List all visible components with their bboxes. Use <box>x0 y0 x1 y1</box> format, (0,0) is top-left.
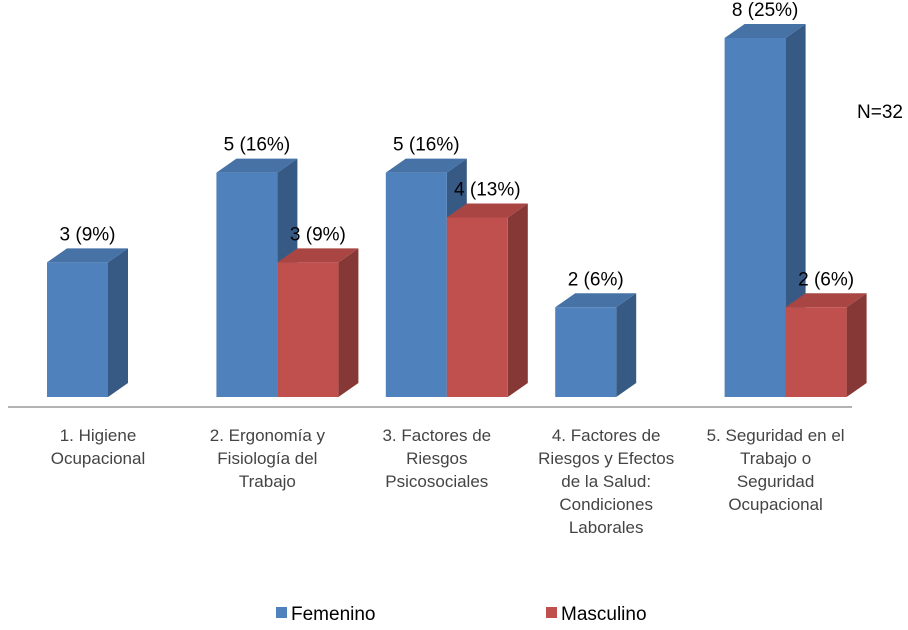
bar-face <box>277 248 359 263</box>
bar <box>785 293 867 397</box>
bar-face <box>724 24 806 38</box>
bar <box>47 248 128 397</box>
data-label: 5 (16%) <box>393 135 460 156</box>
data-label: 8 (25%) <box>732 0 799 21</box>
bar <box>446 203 528 397</box>
x-tick-label: 1. Higiene Ocupacional <box>50 426 146 468</box>
x-tick-label: 5. Seguridad en el Trabajo o Seguridad O… <box>706 426 845 514</box>
bar-face <box>47 262 108 397</box>
bar-face <box>277 262 339 397</box>
bar-face <box>446 217 508 397</box>
bar-face <box>338 248 359 397</box>
data-label: 2 (6%) <box>568 269 624 290</box>
bar <box>277 248 359 397</box>
data-label: 3 (9%) <box>60 224 116 245</box>
data-label: 5 (16%) <box>224 135 291 156</box>
legend-label: Femenino <box>291 604 376 625</box>
bar-face <box>385 172 447 397</box>
bar-face <box>846 293 867 397</box>
x-tick-label: 2. Ergonomía y Fisiología del Trabajo <box>209 426 326 491</box>
bar-face <box>216 172 278 397</box>
x-tick-label: 4. Factores de Riesgos y Efectos de la S… <box>538 426 675 537</box>
bar-face <box>47 248 128 263</box>
bar-face <box>724 38 786 397</box>
data-label: 2 (6%) <box>798 269 854 290</box>
legend-swatch <box>546 607 557 618</box>
bar-face <box>555 307 617 397</box>
legend-label: Masculino <box>561 604 647 625</box>
bar-face <box>555 293 637 308</box>
annotation: N=32 <box>857 102 903 123</box>
x-tick-label: 3. Factores de Riesgos Psicosociales <box>382 426 492 491</box>
bar-face <box>446 203 528 218</box>
bar-face <box>507 203 528 397</box>
data-label: 4 (13%) <box>454 180 521 201</box>
bar-face <box>216 158 298 173</box>
bar <box>555 293 637 397</box>
data-label: 3 (9%) <box>290 224 346 245</box>
bar-face <box>616 293 637 397</box>
bar-face <box>785 307 847 397</box>
bar-face <box>385 158 467 173</box>
bar-face <box>785 293 867 308</box>
bar-face <box>108 248 128 397</box>
legend-swatch <box>276 607 287 618</box>
